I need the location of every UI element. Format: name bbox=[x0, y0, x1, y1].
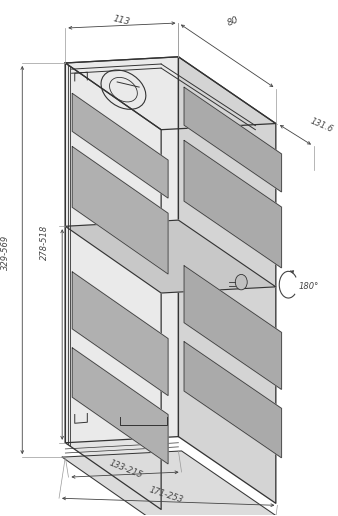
Polygon shape bbox=[178, 57, 276, 503]
Polygon shape bbox=[184, 87, 282, 192]
Ellipse shape bbox=[235, 275, 247, 290]
Polygon shape bbox=[72, 348, 168, 464]
Polygon shape bbox=[184, 342, 282, 458]
Polygon shape bbox=[62, 451, 279, 516]
Polygon shape bbox=[72, 272, 168, 396]
Text: 180°: 180° bbox=[299, 282, 319, 291]
Polygon shape bbox=[72, 93, 168, 198]
Text: 329-569: 329-569 bbox=[1, 235, 10, 270]
Polygon shape bbox=[184, 266, 282, 390]
Text: 278-518: 278-518 bbox=[40, 225, 49, 260]
Text: 80: 80 bbox=[226, 15, 240, 28]
Polygon shape bbox=[72, 147, 168, 274]
Polygon shape bbox=[184, 140, 282, 268]
Polygon shape bbox=[65, 57, 276, 130]
Polygon shape bbox=[65, 220, 276, 293]
Text: 131.6: 131.6 bbox=[309, 117, 335, 135]
Polygon shape bbox=[65, 57, 178, 443]
Text: 113: 113 bbox=[113, 14, 131, 27]
Polygon shape bbox=[65, 63, 161, 509]
Text: 133-215: 133-215 bbox=[108, 459, 144, 480]
Text: 171-253: 171-253 bbox=[148, 486, 184, 505]
